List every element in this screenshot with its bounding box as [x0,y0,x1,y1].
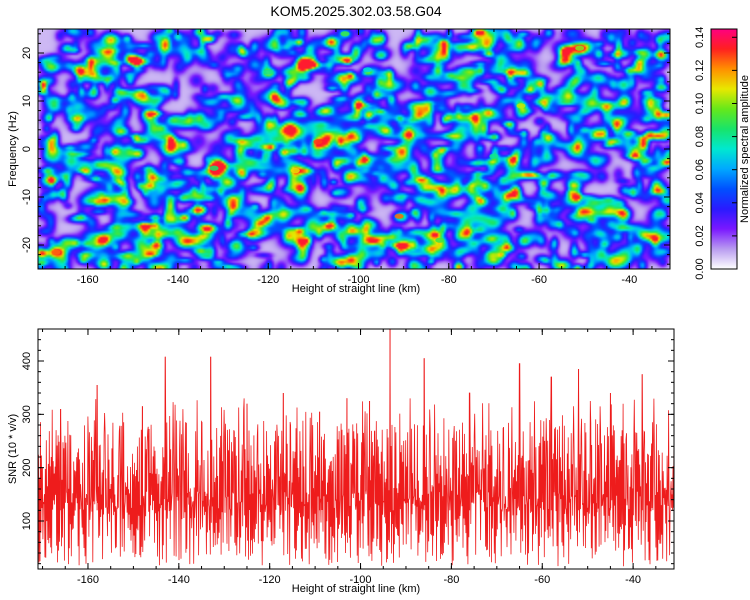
snr-y-tick-label: 300 [21,405,33,423]
spectrogram-image [38,29,670,269]
snr-line [38,329,674,567]
colorbar-tick-label: 0.04 [694,192,706,213]
spectrogram-y-label: Frequency (Hz) [7,111,19,187]
colorbar: 0.00 0.02 0.04 0.06 0.08 0.10 0.12 0.14 Normali… [694,27,750,280]
colorbar-tick-label: 0.02 [694,225,706,246]
spectral-peak-11 [263,69,273,75]
spectrogram-y-ticks: -20 -10 0 10 20 [21,33,670,265]
spectral-peak-8 [435,237,445,243]
colorbar-tick-label: 0.10 [694,93,706,114]
spectrogram-y-tick-label: 20 [21,47,33,59]
colorbar-tick-label: 0.00 [694,258,706,279]
colorbar-tick-label: 0.14 [694,27,706,48]
snr-y-tick-label: 200 [21,458,33,476]
spectral-peak-7 [340,31,350,37]
snr-frame [37,328,675,570]
spectrogram-x-tick-label: -140 [167,274,189,286]
spectral-peak-4 [290,168,300,174]
colorbar-scale [710,28,738,270]
spectrogram-x-tick-label: -60 [531,274,547,286]
spectrogram-peaks [51,31,585,255]
snr-y-tick-label: 100 [21,512,33,530]
snr-x-tick-label: -80 [443,574,459,586]
spectral-peak-3 [394,213,404,219]
colorbar-ticks: 0.00 0.02 0.04 0.06 0.08 0.10 0.12 0.14 [694,27,737,280]
snr-x-ticks: -160 -140 -120 -100 -80 -60 -40 [42,329,657,586]
spectrogram-x-label: Height of straight line (km) [292,283,420,295]
spectrogram-x-tick-label: -40 [621,274,637,286]
figure-title: KOM5.2025.302.03.58.G04 [270,3,441,19]
spectrogram-x-tick-label: -100 [347,274,369,286]
snr-x-tick-label: -100 [350,574,372,586]
snr-peaks [60,329,643,511]
snr-x-tick-label: -140 [168,574,190,586]
spectral-peak-10 [489,153,499,159]
snr-y-label: SNR (10 * v/v) [7,414,19,484]
colorbar-tick-label: 0.12 [694,60,706,81]
spectrogram-y-tick-label: 0 [21,146,33,152]
snr-x-tick-label: -120 [259,574,281,586]
spectral-peak-12 [363,67,372,73]
spectrogram-x-tick-label: -120 [257,274,279,286]
colorbar-label: Normalized spectral amplitude [739,75,750,223]
spectrogram-y-tick-label: 10 [21,95,33,107]
spectrogram-y-tick-label: -10 [21,189,33,205]
spectral-peak-9 [209,165,219,171]
spectrogram-x-tick-label: -160 [77,274,99,286]
snr-x-label: Height of straight line (km) [292,583,420,595]
spectral-peak-1 [51,249,61,255]
snr-y-ticks: 100 200 300 400 [21,328,674,565]
snr-y-tick-label: 400 [21,352,33,370]
spectrogram-y-tick-label: -20 [21,237,33,253]
snr-x-tick-label: -40 [625,574,641,586]
colorbar-tick-label: 0.08 [694,126,706,147]
snr-x-tick-label: -160 [77,574,99,586]
spectral-peak-6 [575,45,585,51]
spectrogram-x-tick-label: -80 [441,274,457,286]
snr-panel: -160 -140 -120 -100 -80 -60 -40 100 200 300 400 H… [7,328,675,595]
colorbar-tick-label: 0.06 [694,159,706,180]
spectrogram-x-ticks: -160 -140 -120 -100 -80 -60 -40 [42,29,653,286]
spectral-peak-2 [313,139,323,145]
spectral-peak-5 [516,103,526,109]
snr-x-tick-label: -60 [534,574,550,586]
